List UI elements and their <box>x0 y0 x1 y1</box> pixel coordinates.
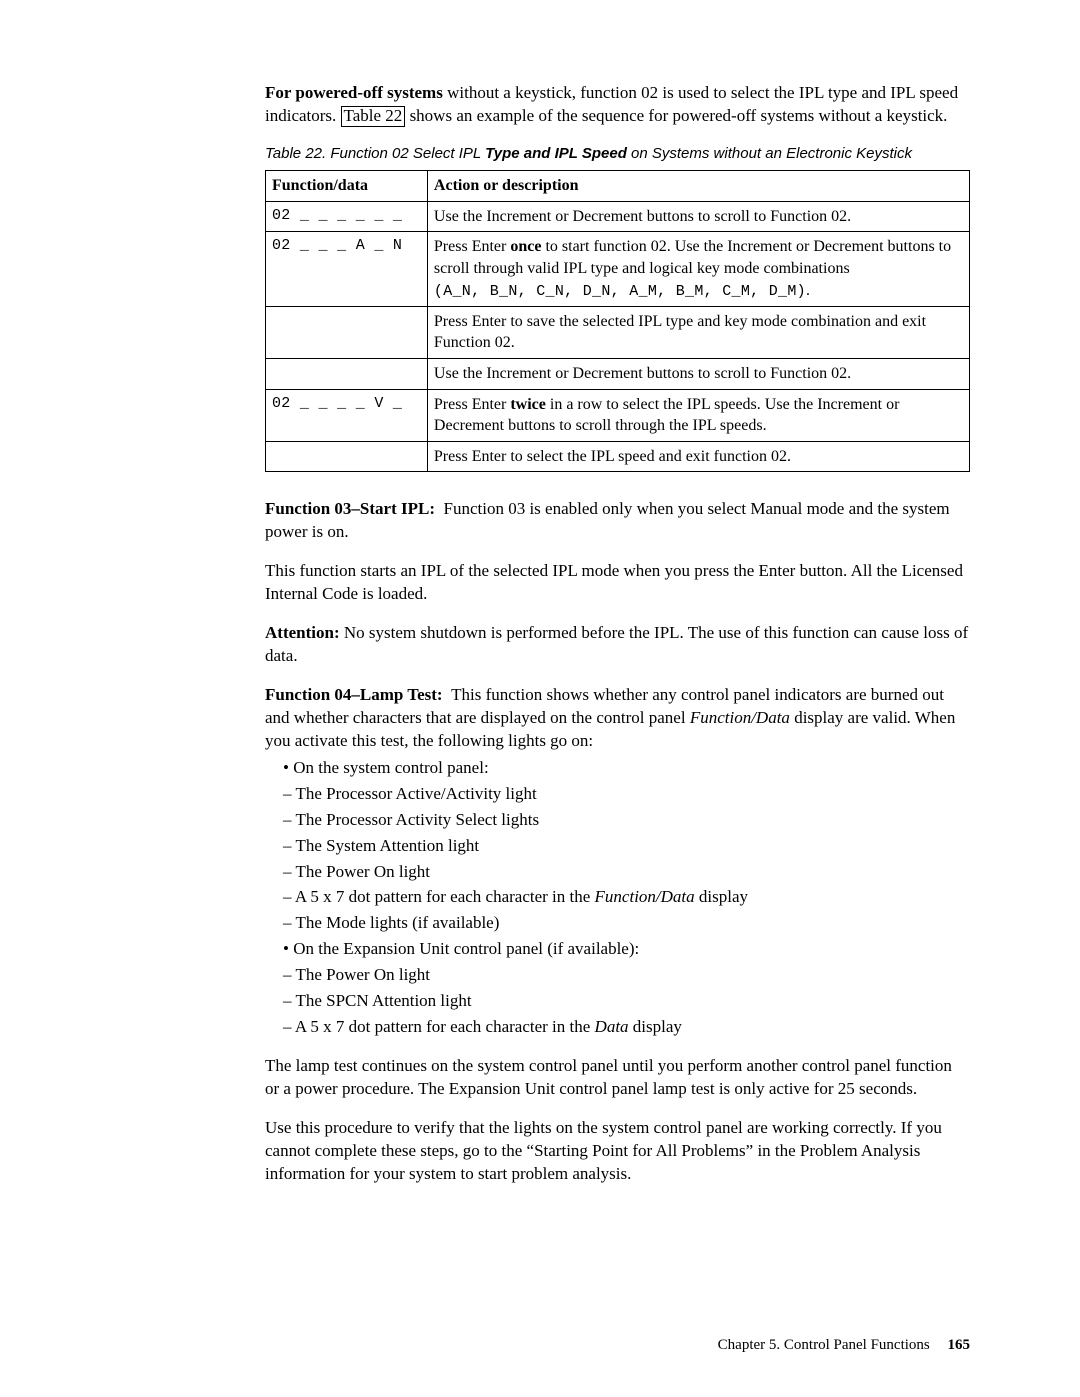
li-text: A 5 x 7 dot pattern for each character i… <box>295 887 595 906</box>
table-row: 02 _ _ _ A _ N Press Enter once to start… <box>266 232 970 306</box>
table-header-row: Function/data Action or description <box>266 171 970 202</box>
caption-tail: on Systems without an Electronic Keystic… <box>627 145 912 162</box>
fn-cell <box>266 358 428 389</box>
fn03-para2: This function starts an IPL of the selec… <box>265 560 970 606</box>
intro-paragraph: For powered-off systems without a keysti… <box>265 82 970 128</box>
desc-text: Press Enter <box>434 396 510 413</box>
fn-cell: 02 _ _ _ _ V _ <box>266 389 428 441</box>
desc-text: Press Enter <box>434 238 510 255</box>
table-row: 02 _ _ _ _ _ _ Use the Increment or Decr… <box>266 201 970 232</box>
table-row: Press Enter to select the IPL speed and … <box>266 441 970 472</box>
desc-text: . <box>806 282 810 299</box>
desc-bold: once <box>510 238 541 255</box>
caption-bold: Type and IPL Speed <box>485 145 627 162</box>
list-item: On the Expansion Unit control panel (if … <box>283 938 970 961</box>
table-row: 02 _ _ _ _ V _ Press Enter twice in a ro… <box>266 389 970 441</box>
fn04-text-it: Function/Data <box>690 708 790 727</box>
desc-cell: Use the Increment or Decrement buttons t… <box>427 201 969 232</box>
intro-text-after-ref: shows an example of the sequence for pow… <box>405 106 947 125</box>
desc-cell: Press Enter once to start function 02. U… <box>427 232 969 306</box>
caption-lead: Table 22. Function 02 Select IPL <box>265 145 485 162</box>
attention-head: Attention: <box>265 623 340 642</box>
list-item: The Mode lights (if available) <box>283 912 970 935</box>
desc-cell: Press Enter to save the selected IPL typ… <box>427 306 969 358</box>
col-header-function: Function/data <box>266 171 428 202</box>
li-text-it: Function/Data <box>595 887 695 906</box>
col-header-action: Action or description <box>427 171 969 202</box>
li-text: display <box>629 1017 682 1036</box>
page-footer: Chapter 5. Control Panel Functions 165 <box>718 1335 970 1355</box>
fn-cell <box>266 306 428 358</box>
li-text: display <box>695 887 748 906</box>
fn-cell <box>266 441 428 472</box>
list-item: On the system control panel: <box>283 757 970 780</box>
list-item: A 5 x 7 dot pattern for each character i… <box>283 886 970 909</box>
fn03-attention: Attention: No system shutdown is perform… <box>265 622 970 668</box>
desc-mono: (A_N, B_N, C_N, D_N, A_M, B_M, C_M, D_M) <box>434 283 806 300</box>
table-caption: Table 22. Function 02 Select IPL Type an… <box>265 144 970 164</box>
fn-cell: 02 _ _ _ _ _ _ <box>266 201 428 232</box>
fn03-head: Function 03–Start IPL: <box>265 499 435 518</box>
page: For powered-off systems without a keysti… <box>0 0 1080 1397</box>
table-row: Press Enter to save the selected IPL typ… <box>266 306 970 358</box>
fn04-intro: Function 04–Lamp Test: This function sho… <box>265 684 970 753</box>
list-item: The Power On light <box>283 861 970 884</box>
intro-lead-bold: For powered-off systems <box>265 83 443 102</box>
list-item: The Processor Active/Activity light <box>283 783 970 806</box>
list-item: A 5 x 7 dot pattern for each character i… <box>283 1016 970 1039</box>
bullet-list-secondary: The Power On light The SPCN Attention li… <box>265 964 970 1039</box>
footer-page-number: 165 <box>948 1337 971 1353</box>
table-ref-link[interactable]: Table 22 <box>341 106 406 127</box>
list-item: The SPCN Attention light <box>283 990 970 1013</box>
fn04-head: Function 04–Lamp Test: <box>265 685 443 704</box>
fn03-para1: Function 03–Start IPL: Function 03 is en… <box>265 498 970 544</box>
list-item: The Power On light <box>283 964 970 987</box>
function-table: Function/data Action or description 02 _… <box>265 170 970 472</box>
bullet-list-secondary: The Processor Active/Activity light The … <box>265 783 970 936</box>
fn04-after1: The lamp test continues on the system co… <box>265 1055 970 1101</box>
desc-cell: Press Enter twice in a row to select the… <box>427 389 969 441</box>
li-text: A 5 x 7 dot pattern for each character i… <box>295 1017 595 1036</box>
table-row: Use the Increment or Decrement buttons t… <box>266 358 970 389</box>
li-text-it: Data <box>595 1017 629 1036</box>
desc-cell: Use the Increment or Decrement buttons t… <box>427 358 969 389</box>
fn04-after2: Use this procedure to verify that the li… <box>265 1117 970 1186</box>
desc-cell: Press Enter to select the IPL speed and … <box>427 441 969 472</box>
attention-body: No system shutdown is performed before t… <box>265 623 968 665</box>
fn-cell: 02 _ _ _ A _ N <box>266 232 428 306</box>
bullet-list-primary: On the Expansion Unit control panel (if … <box>265 938 970 961</box>
bullet-list-primary: On the system control panel: <box>265 757 970 780</box>
footer-chapter: Chapter 5. Control Panel Functions <box>718 1337 930 1353</box>
list-item: The System Attention light <box>283 835 970 858</box>
list-item: The Processor Activity Select lights <box>283 809 970 832</box>
desc-bold: twice <box>510 396 546 413</box>
